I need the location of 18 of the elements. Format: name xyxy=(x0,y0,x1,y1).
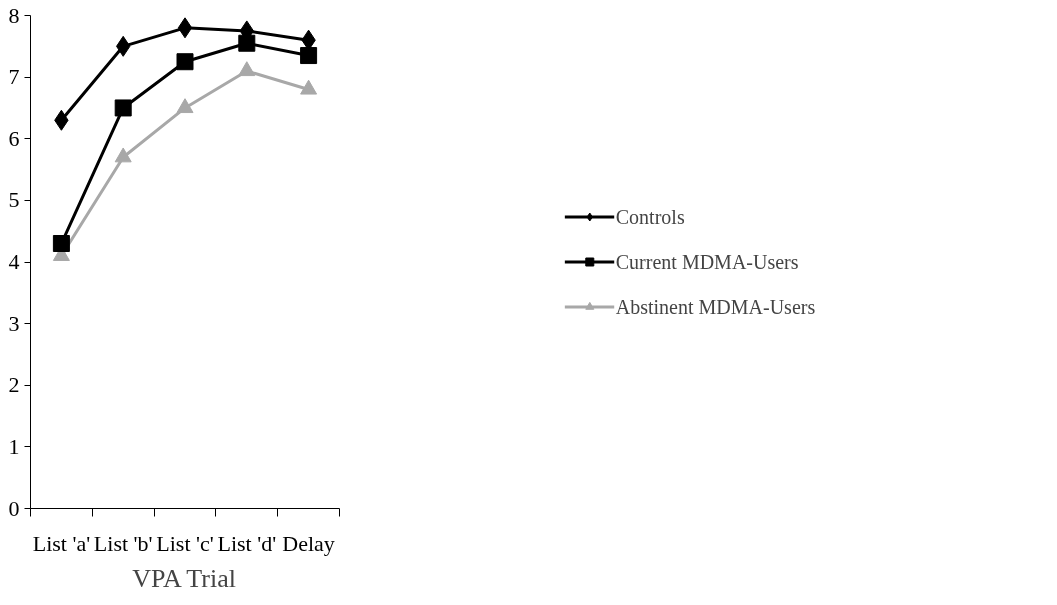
x-tick-label: Delay xyxy=(282,530,335,556)
y-tick-label: 2 xyxy=(8,372,20,398)
x-tick-label: List 'b' xyxy=(93,530,153,556)
x-axis-title: VPA Trial xyxy=(132,563,236,593)
y-tick-label: 8 xyxy=(8,2,20,28)
x-tick-label: List 'c' xyxy=(156,530,214,556)
y-tick-label: 3 xyxy=(8,310,20,336)
y-tick-label: 7 xyxy=(8,64,20,90)
x-tick-label: List 'd' xyxy=(217,530,277,556)
y-tick-label: 4 xyxy=(8,249,20,274)
x-tick-label: List 'a' xyxy=(32,530,91,556)
legend-label: Abstinent MDMA-Users xyxy=(615,295,816,318)
y-tick-label: 6 xyxy=(8,125,20,151)
y-tick-label: 5 xyxy=(8,187,20,213)
y-tick-label: 1 xyxy=(8,433,20,459)
legend-label: Controls xyxy=(615,205,685,228)
y-tick-label: 0 xyxy=(8,495,20,521)
legend-label: Current MDMA-Users xyxy=(615,250,799,273)
